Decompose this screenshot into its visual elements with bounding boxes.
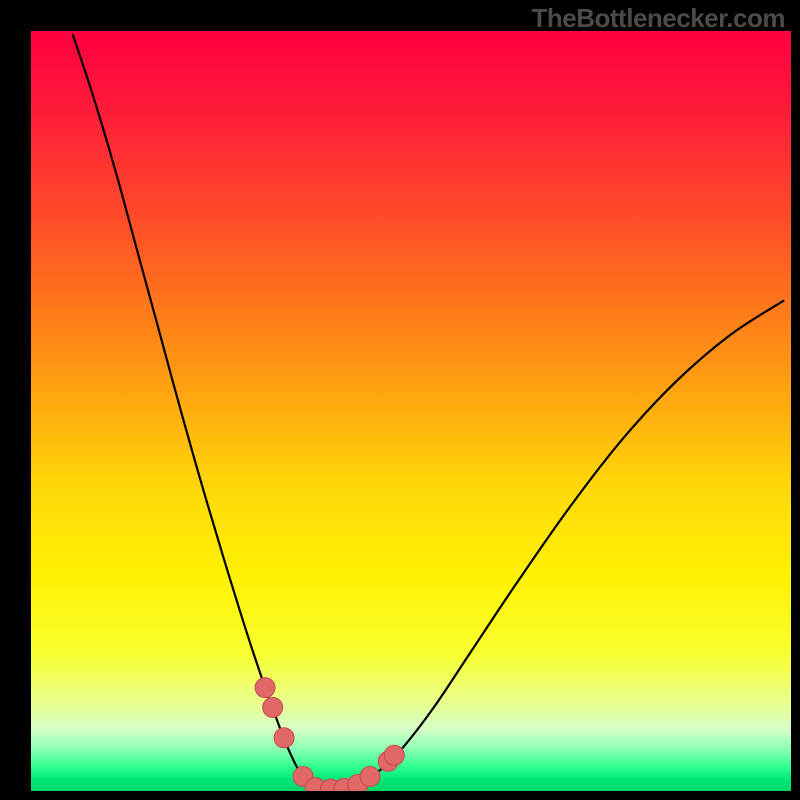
marker-point: [384, 745, 404, 765]
marker-point: [263, 697, 283, 717]
marker-point: [360, 767, 380, 787]
watermark-text: TheBottlenecker.com: [532, 3, 785, 34]
chart-svg: [31, 31, 791, 791]
marker-point: [274, 728, 294, 748]
gradient-background: [31, 31, 791, 791]
marker-point: [255, 678, 275, 698]
chart-plot-area: [31, 31, 791, 791]
